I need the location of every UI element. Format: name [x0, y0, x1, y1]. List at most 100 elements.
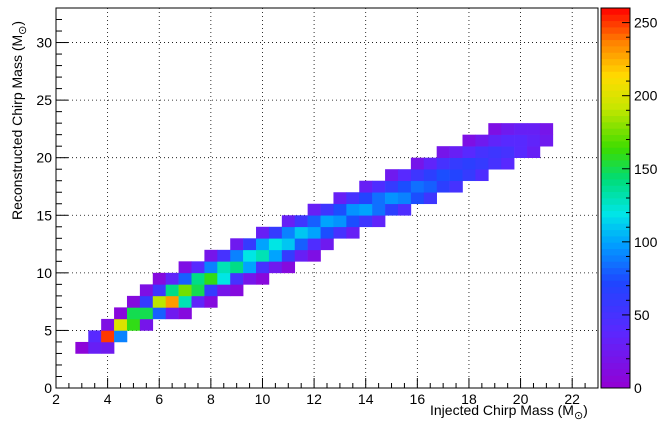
heatmap-cell — [217, 284, 231, 297]
heatmap-cell — [514, 123, 528, 135]
heatmap-cell — [294, 215, 308, 228]
heatmap-cell — [501, 123, 515, 135]
colorbar-segment — [601, 286, 630, 294]
heatmap-cell — [256, 249, 270, 262]
heatmap-cell — [243, 272, 257, 285]
colorbar-segment — [601, 185, 630, 193]
y-tick-label: 25 — [36, 92, 52, 108]
heatmap-cell — [449, 169, 463, 182]
colorbar-segment — [601, 293, 630, 300]
heatmap-cell — [359, 180, 373, 193]
axes: 2 4 6 8 10 12 14 16 18 20 22 0 5 10 15 20 25 30 — [36, 7, 599, 407]
heatmap-cell — [268, 226, 283, 239]
heatmap-cell — [126, 295, 141, 308]
heatmap-cell — [423, 169, 437, 182]
colorbar-segment — [601, 172, 630, 180]
heatmap-cell — [204, 284, 218, 297]
heatmap-cell — [346, 215, 360, 228]
heatmap-cell — [359, 192, 373, 205]
heatmap-cell — [333, 226, 347, 239]
colorbar-segment — [601, 27, 630, 34]
colorbar-tick-label: 250 — [634, 15, 658, 31]
heatmap-cell — [527, 146, 541, 158]
heatmap-cell — [397, 192, 412, 205]
colorbar-segment — [601, 84, 630, 91]
x-tick-label: 4 — [104, 391, 112, 407]
heatmap-cell — [307, 249, 321, 262]
y-axis-title: Reconstructed Chirp Mass (M⊙) — [9, 21, 29, 220]
heatmap-cell — [397, 169, 412, 182]
heatmap-cell — [217, 249, 231, 262]
heatmap-cell — [165, 307, 179, 320]
x-tick-label: 10 — [255, 391, 271, 407]
heatmap-cell — [423, 192, 437, 205]
heatmap-cell — [230, 249, 244, 262]
heatmap-cell — [256, 238, 270, 251]
heatmap-cell — [114, 330, 128, 343]
heatmap-cell — [488, 123, 502, 135]
colorbar-segment — [601, 115, 630, 123]
heatmap-cell — [333, 192, 347, 205]
heatmap-cell — [410, 169, 425, 182]
heatmap-cell — [307, 203, 321, 216]
heatmap-cell — [88, 341, 102, 354]
heatmap-cell — [101, 341, 115, 354]
heatmap-cell — [230, 284, 244, 297]
heatmap-cell — [268, 238, 283, 251]
colorbar-segment — [601, 312, 630, 319]
heatmap-cell — [385, 192, 399, 205]
colorbar-segment — [601, 90, 630, 98]
colorbar-segment — [601, 77, 630, 85]
heatmap-cell — [243, 238, 257, 251]
heatmap-cell — [462, 169, 476, 182]
heatmap-cell — [501, 146, 515, 158]
colorbar-segment — [601, 350, 630, 357]
heatmap-cell — [385, 203, 399, 216]
colorbar-segment — [601, 191, 630, 199]
heatmap-cell — [320, 215, 334, 228]
colorbar-segment — [601, 223, 630, 231]
colorbar-segment — [601, 236, 630, 243]
colorbar-segment — [601, 318, 630, 326]
x-tick-label: 14 — [358, 391, 374, 407]
colorbar-segment — [601, 362, 630, 370]
colorbar-segment — [601, 331, 630, 338]
heatmap-cell — [359, 215, 373, 228]
heatmap-cell — [204, 261, 218, 274]
heatmap-cell — [488, 157, 502, 170]
heatmap-cell — [475, 169, 489, 182]
heatmap-cell — [191, 284, 205, 297]
heatmap-cell — [397, 180, 412, 193]
heatmap-cell — [462, 134, 476, 147]
heatmap-cell — [514, 134, 528, 147]
heatmap-cell — [539, 123, 554, 135]
grid-layer — [56, 8, 598, 388]
y-tick-label: 15 — [36, 207, 52, 223]
heatmap-cell — [204, 295, 218, 308]
heatmap-cell — [178, 272, 192, 285]
heatmap-cell — [488, 146, 502, 158]
heatmap-cell — [126, 307, 141, 320]
heatmap-cell — [436, 180, 450, 193]
heatmap-cell — [191, 295, 205, 308]
heatmap-cell — [449, 180, 463, 193]
colorbar-tick-label: 50 — [634, 307, 650, 323]
heatmap-cell — [75, 341, 89, 354]
heatmap-cell — [436, 169, 450, 182]
heatmap-cell — [423, 180, 437, 193]
heatmap-cell — [385, 169, 399, 182]
colorbar-segment — [601, 305, 630, 313]
heatmap-cell — [178, 307, 192, 320]
colorbar-tick-label: 0 — [634, 380, 642, 396]
colorbar-segment — [601, 33, 630, 41]
x-tick-label: 22 — [564, 391, 580, 407]
colorbar-segment — [601, 134, 630, 142]
colorbar-segment — [601, 204, 630, 212]
colorbar-segment — [601, 210, 630, 218]
colorbar-tick-label: 100 — [634, 234, 658, 250]
heatmap-cell — [243, 261, 257, 274]
heatmap-cell — [346, 226, 360, 239]
heatmap-cell — [281, 238, 296, 251]
heatmap-cell — [462, 157, 476, 170]
